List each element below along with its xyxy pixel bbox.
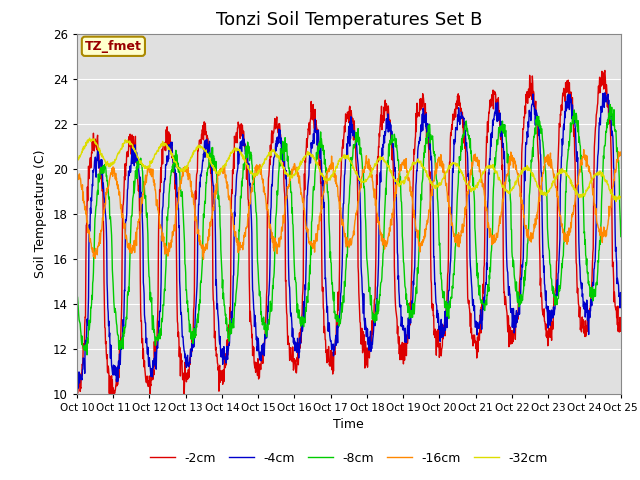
- -16cm: [194, 228, 202, 233]
- -2cm: [505, 315, 513, 321]
- -4cm: [553, 290, 561, 296]
- -4cm: [434, 308, 442, 313]
- -16cm: [73, 169, 81, 175]
- -8cm: [255, 284, 263, 289]
- -8cm: [195, 320, 202, 325]
- -2cm: [107, 396, 115, 402]
- -4cm: [73, 363, 81, 369]
- X-axis label: Time: Time: [333, 418, 364, 431]
- Line: -16cm: -16cm: [77, 150, 621, 259]
- -32cm: [181, 164, 189, 169]
- -8cm: [434, 195, 442, 201]
- -8cm: [181, 261, 189, 267]
- -4cm: [505, 292, 513, 298]
- -4cm: [617, 296, 625, 302]
- -16cm: [617, 153, 625, 158]
- -16cm: [505, 161, 513, 167]
- -2cm: [617, 321, 625, 326]
- -2cm: [195, 148, 202, 154]
- -32cm: [255, 168, 263, 173]
- -16cm: [580, 147, 588, 153]
- -8cm: [617, 234, 625, 240]
- -32cm: [195, 144, 202, 150]
- -32cm: [553, 176, 561, 182]
- -8cm: [73, 279, 81, 285]
- -32cm: [73, 158, 81, 164]
- -16cm: [180, 168, 188, 173]
- -2cm: [434, 343, 442, 348]
- -32cm: [86, 135, 93, 141]
- -16cm: [434, 165, 442, 171]
- -32cm: [612, 199, 620, 204]
- -8cm: [83, 352, 91, 358]
- -16cm: [200, 256, 207, 262]
- -2cm: [73, 396, 81, 401]
- Legend: -2cm, -4cm, -8cm, -16cm, -32cm: -2cm, -4cm, -8cm, -16cm, -32cm: [145, 447, 553, 469]
- -8cm: [553, 299, 561, 304]
- -8cm: [505, 160, 513, 166]
- -32cm: [505, 191, 513, 196]
- -4cm: [181, 355, 189, 361]
- -4cm: [255, 351, 263, 357]
- -2cm: [553, 258, 561, 264]
- -8cm: [606, 102, 614, 108]
- Line: -2cm: -2cm: [77, 71, 621, 399]
- -4cm: [601, 90, 609, 96]
- -32cm: [617, 194, 625, 200]
- -2cm: [601, 68, 609, 73]
- Title: Tonzi Soil Temperatures Set B: Tonzi Soil Temperatures Set B: [216, 11, 482, 29]
- -2cm: [255, 361, 263, 367]
- Text: TZ_fmet: TZ_fmet: [85, 40, 142, 53]
- Y-axis label: Soil Temperature (C): Soil Temperature (C): [34, 149, 47, 278]
- Line: -8cm: -8cm: [77, 105, 621, 355]
- -16cm: [553, 186, 561, 192]
- -2cm: [181, 360, 189, 365]
- -4cm: [195, 217, 202, 223]
- -32cm: [434, 183, 442, 189]
- -4cm: [74, 385, 82, 391]
- -16cm: [255, 163, 263, 168]
- Line: -4cm: -4cm: [77, 93, 621, 388]
- Line: -32cm: -32cm: [77, 138, 621, 202]
